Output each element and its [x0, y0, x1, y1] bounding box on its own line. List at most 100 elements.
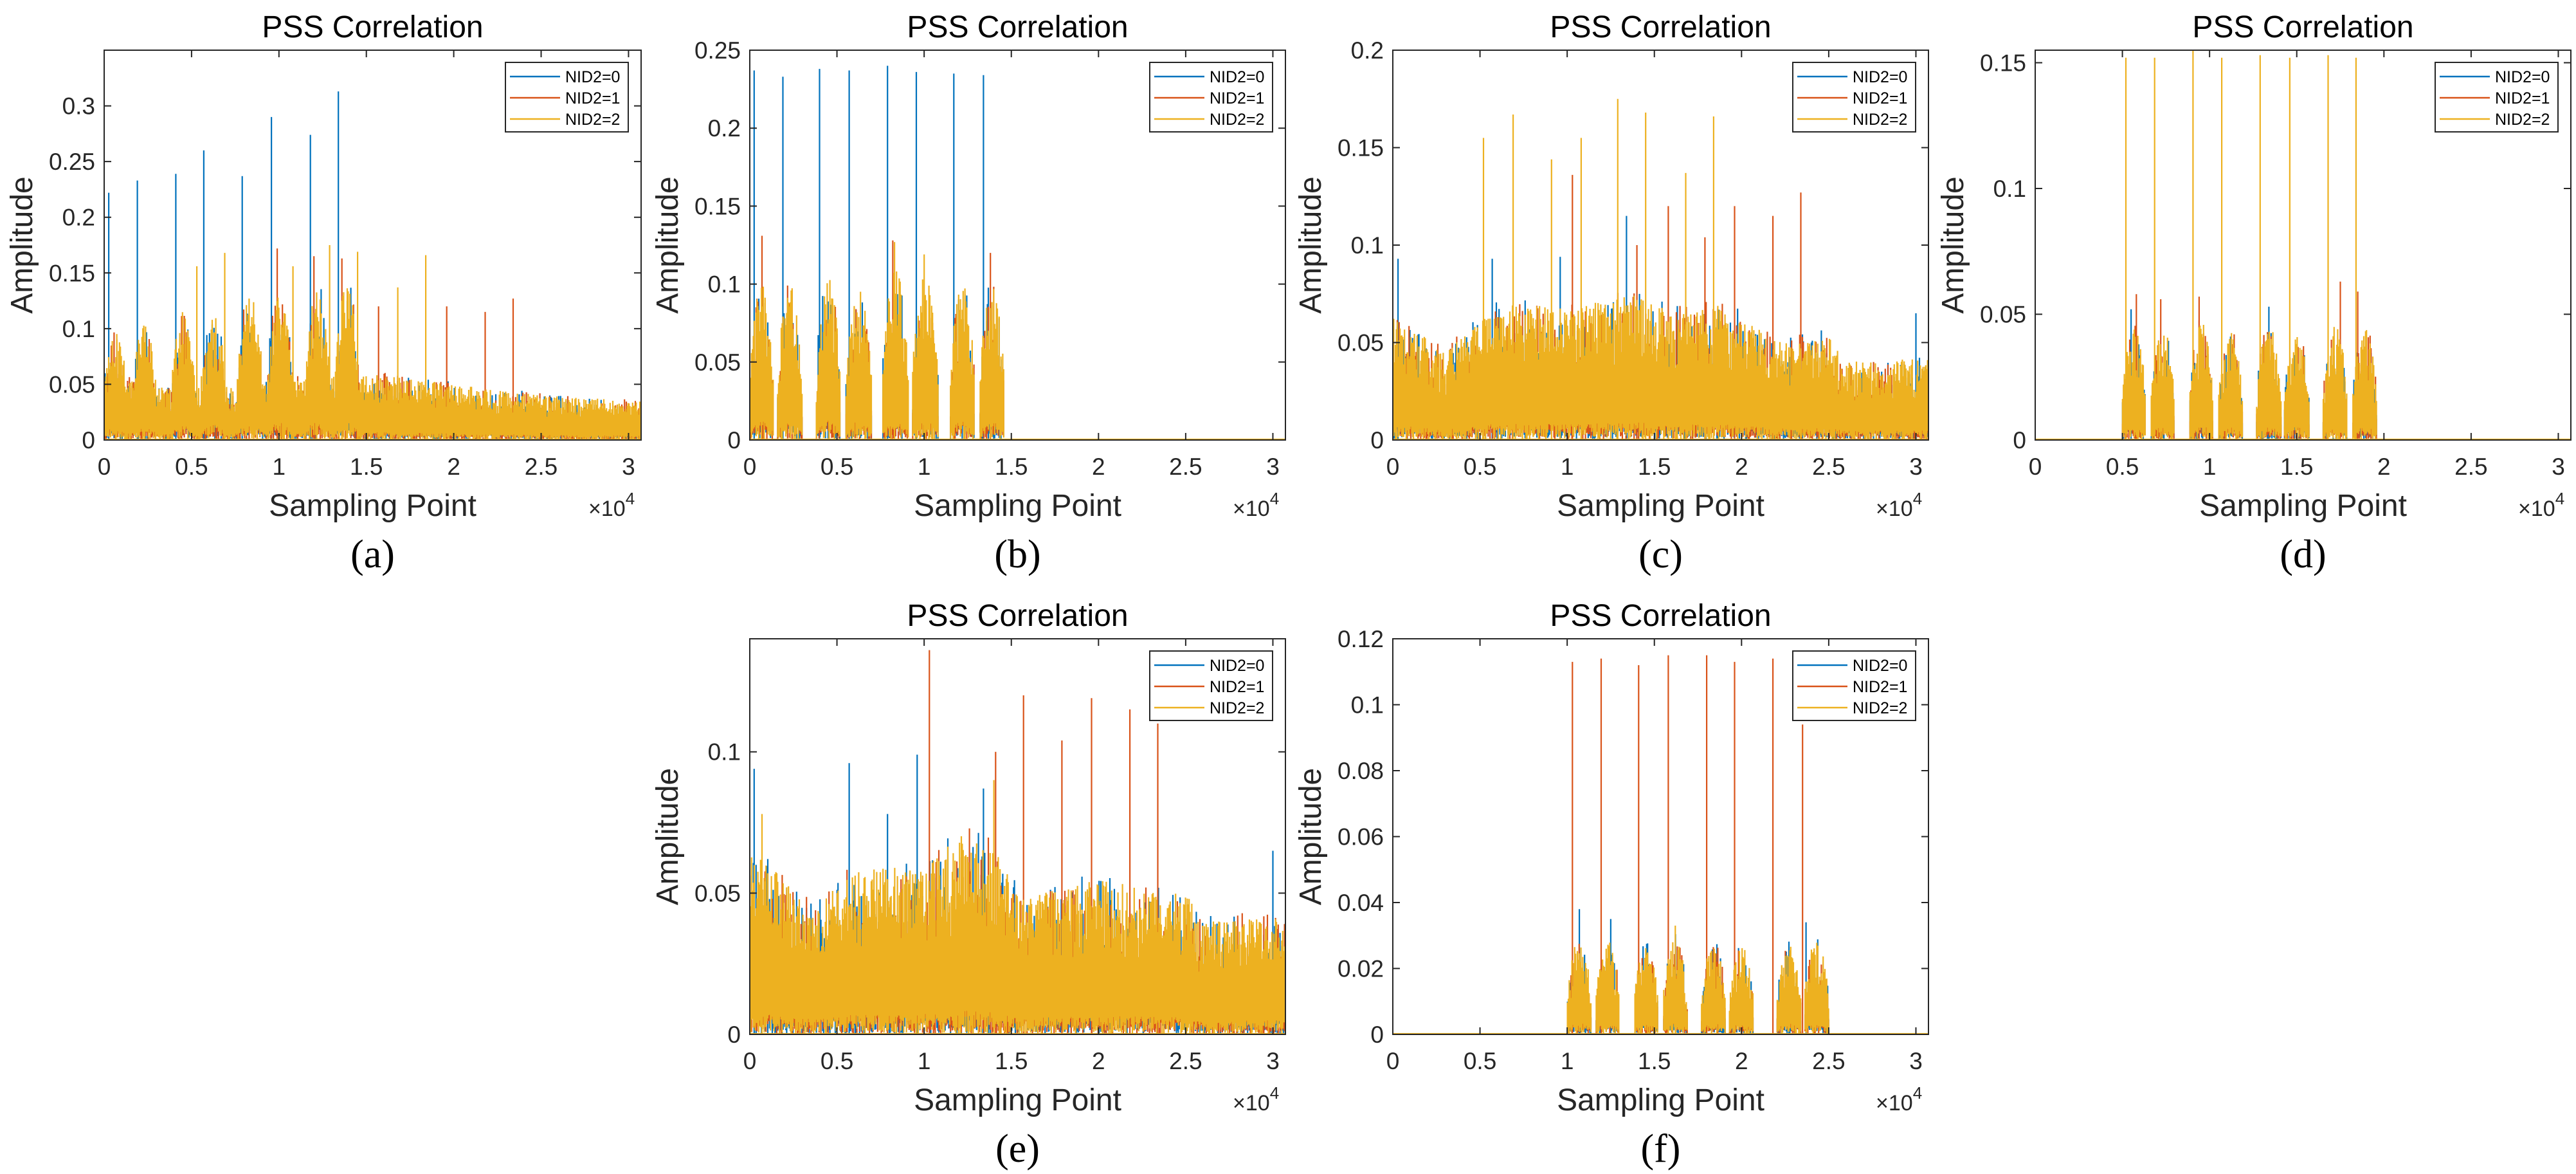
- chart-panel-b: 0 0.5 1 1.5 2 2.5 3 0 0.05 0.1 0.15 0.2 0.25 PSS Corr…: [651, 10, 1286, 576]
- y-tick-label: 0.12: [1338, 626, 1384, 652]
- plot-area: [750, 66, 1285, 440]
- subfigure-label: (a): [350, 533, 395, 576]
- x-tick-label: 2.5: [2454, 454, 2487, 480]
- x-tick-label: 2: [447, 454, 460, 480]
- legend-entry: NID2=2: [1853, 699, 1907, 717]
- legend-entry: NID2=0: [1853, 68, 1907, 86]
- x-axis-label: Sampling Point: [914, 489, 1121, 523]
- x-tick-label: 3: [1266, 454, 1280, 480]
- x-tick-label: 0.5: [175, 454, 208, 480]
- y-tick-label: 0.3: [62, 93, 95, 120]
- y-tick-label: 0.1: [1351, 692, 1384, 719]
- y-tick-label: 0.2: [708, 115, 741, 142]
- plot-area: [1393, 655, 1928, 1034]
- y-tick-label: 0.25: [49, 149, 95, 175]
- x-tick-label: 3: [1909, 1048, 1923, 1074]
- x-tick-label: 2: [1092, 454, 1105, 480]
- y-tick-label: 0.1: [708, 739, 741, 766]
- x-tick-label: 2.5: [1169, 454, 1202, 480]
- x-tick-label: 1.5: [995, 454, 1028, 480]
- series-line-nid2-2: [750, 780, 1285, 1034]
- x-axis-label: Sampling Point: [1557, 489, 1764, 523]
- subfigure-label: (f): [1641, 1127, 1681, 1171]
- axes-box: [104, 50, 642, 441]
- chart-title: PSS Correlation: [907, 599, 1128, 633]
- plot-area: [1393, 98, 1928, 440]
- y-tick-label: 0: [727, 1022, 741, 1048]
- legend-entry: NID2=0: [565, 68, 620, 86]
- exponent-base: ×10: [1876, 497, 1913, 521]
- y-tick-label: 0.08: [1338, 758, 1384, 784]
- x-tick-label: 2: [1092, 1048, 1105, 1074]
- y-tick-label: 0.1: [62, 316, 95, 342]
- legend-entry: NID2=1: [1210, 89, 1264, 107]
- x-tick-label: 0: [743, 454, 757, 480]
- exponent-power: 4: [1913, 489, 1922, 508]
- plot-area: [750, 650, 1285, 1034]
- x-tick-label: 2: [1735, 1048, 1748, 1074]
- x-tick-label: 1: [273, 454, 286, 480]
- x-axis-exponent: ×104: [1233, 489, 1279, 521]
- legend: NID2=0 NID2=1 NID2=2: [1149, 650, 1273, 721]
- chart-title: PSS Correlation: [262, 10, 483, 44]
- x-axis-exponent: ×104: [1876, 1083, 1922, 1115]
- y-tick-label: 0.1: [708, 271, 741, 298]
- y-tick-label: 0.15: [694, 193, 741, 219]
- series-line-nid2-2: [104, 245, 641, 440]
- exponent-power: 4: [1270, 489, 1279, 508]
- subfigure-label: (d): [2280, 533, 2326, 576]
- x-tick-label: 2: [1735, 454, 1748, 480]
- subfigure-label: (e): [995, 1127, 1040, 1171]
- y-axis-label: Amplitude: [651, 768, 685, 905]
- y-tick-label: 0.04: [1338, 890, 1384, 916]
- y-tick-label: 0.1: [1993, 176, 2026, 202]
- x-tick-label: 1.5: [1638, 454, 1671, 480]
- x-tick-label: 3: [2552, 454, 2565, 480]
- legend-entry: NID2=0: [2495, 68, 2550, 86]
- x-tick-label: 1.5: [350, 454, 383, 480]
- legend: NID2=0 NID2=1 NID2=2: [1149, 62, 1273, 133]
- x-axis-label: Sampling Point: [2199, 489, 2407, 523]
- legend-entry: NID2=1: [1853, 89, 1907, 107]
- y-tick-label: 0.2: [1351, 37, 1384, 64]
- y-tick-label: 0.05: [1980, 302, 2026, 328]
- y-axis-label: Amplitude: [1936, 176, 1970, 313]
- legend-entry: NID2=0: [1853, 657, 1907, 675]
- y-tick-label: 0.05: [49, 371, 95, 398]
- legend-entry: NID2=2: [1853, 111, 1907, 129]
- x-axis-label: Sampling Point: [1557, 1083, 1764, 1117]
- legend-entry: NID2=2: [1210, 699, 1264, 717]
- legend-entry: NID2=1: [1853, 678, 1907, 696]
- legend-entry: NID2=0: [1210, 68, 1264, 86]
- y-tick-label: 0: [1370, 1022, 1384, 1048]
- x-axis-label: Sampling Point: [269, 489, 476, 523]
- legend: NID2=0 NID2=1 NID2=2: [505, 62, 629, 133]
- x-tick-label: 3: [1266, 1048, 1280, 1074]
- x-tick-label: 1.5: [1638, 1048, 1671, 1074]
- y-tick-label: 0.05: [1338, 330, 1384, 356]
- exponent-base: ×10: [588, 497, 626, 521]
- legend-entry: NID2=1: [565, 89, 620, 107]
- exponent-power: 4: [1913, 1083, 1922, 1103]
- x-tick-label: 3: [1909, 454, 1923, 480]
- legend-entry: NID2=2: [2495, 111, 2550, 129]
- y-axis-label: Amplitude: [651, 176, 685, 313]
- chart-panel-a: 0 0.5 1 1.5 2 2.5 3 0 0.05 0.1 0.15 0.2 0.25 0.3 PSS C…: [5, 10, 642, 576]
- x-axis-label: Sampling Point: [914, 1083, 1121, 1117]
- subfigure-label: (b): [994, 533, 1040, 576]
- x-tick-label: 3: [622, 454, 635, 480]
- chart-panel-f: 0 0.5 1 1.5 2 2.5 3 0 0.02 0.04 0.06 0.08 0.1 0.12 PSS…: [1294, 599, 1929, 1171]
- x-axis-exponent: ×104: [1876, 489, 1922, 521]
- chart-title: PSS Correlation: [1550, 599, 1771, 633]
- exponent-base: ×10: [2518, 497, 2555, 521]
- x-tick-label: 0: [743, 1048, 757, 1074]
- legend: NID2=0 NID2=1 NID2=2: [1792, 62, 1916, 133]
- y-tick-label: 0.25: [694, 37, 741, 64]
- x-tick-label: 1: [1561, 454, 1574, 480]
- x-tick-label: 2.5: [1812, 1048, 1845, 1074]
- series-line-nid2-2: [1393, 925, 1928, 1034]
- x-tick-label: 1.5: [2280, 454, 2313, 480]
- x-tick-label: 2.5: [1812, 454, 1845, 480]
- y-tick-label: 0.15: [1338, 135, 1384, 161]
- axes-box: [2035, 50, 2571, 441]
